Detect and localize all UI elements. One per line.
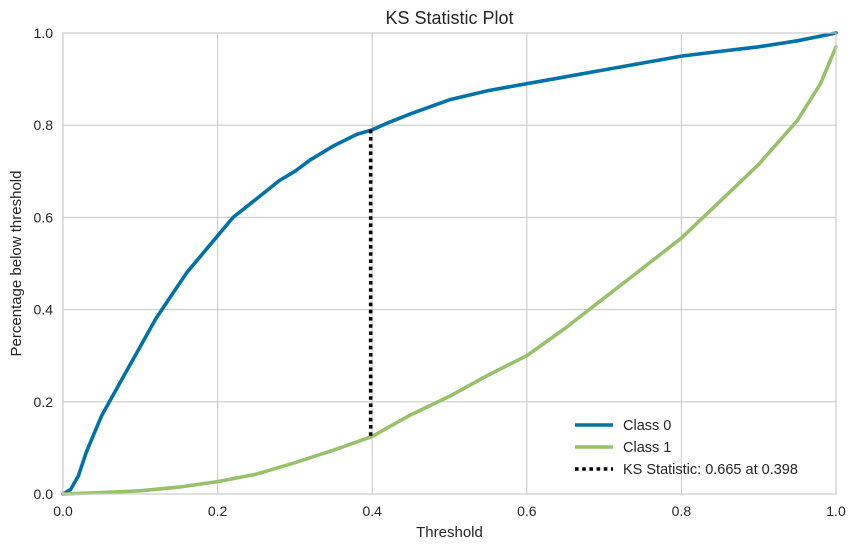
x-axis-label: Threshold	[416, 524, 483, 541]
y-tick-label: 0.0	[34, 486, 54, 502]
y-tick-label: 0.6	[34, 209, 54, 225]
y-tick-label: 0.4	[34, 302, 54, 318]
legend-label: Class 1	[623, 440, 671, 456]
x-tick-label: 0.6	[517, 503, 537, 519]
chart-title: KS Statistic Plot	[385, 8, 513, 28]
x-tick-label: 0.4	[362, 503, 382, 519]
legend-label: Class 0	[623, 418, 671, 434]
legend: Class 0 Class 1 KS Statistic: 0.665 at 0.3…	[575, 418, 798, 478]
x-tick-label: 0.8	[672, 503, 692, 519]
x-tick-label: 1.0	[826, 503, 846, 519]
plot-frame	[62, 32, 837, 495]
y-tick-label: 0.8	[34, 117, 54, 133]
y-tick-label: 0.2	[34, 394, 54, 410]
y-tick-label: 1.0	[34, 25, 54, 41]
axis-ticks: 0.0 0.2 0.4 0.6 0.8 1.0 0.0 0.2 0.4 0.6 0.8 1.0	[34, 25, 846, 519]
series-line-class-1	[61, 44, 838, 496]
legend-label: KS Statistic: 0.665 at 0.398	[623, 462, 798, 478]
x-tick-label: 0.2	[208, 503, 228, 519]
y-axis-label: Percentage below threshold	[8, 171, 25, 357]
series-line-class-0	[61, 31, 838, 496]
series-lines	[61, 31, 838, 496]
x-tick-label: 0.0	[53, 503, 73, 519]
grid	[63, 33, 836, 494]
